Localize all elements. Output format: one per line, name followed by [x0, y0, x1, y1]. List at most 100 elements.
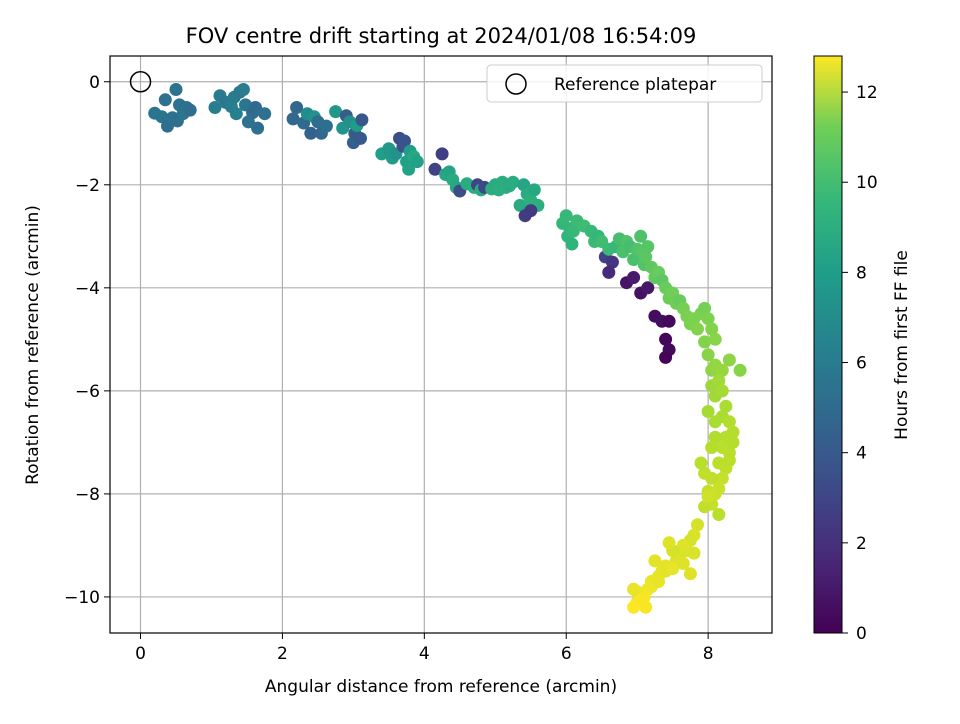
data-point: [726, 435, 740, 449]
data-point: [719, 399, 733, 413]
data-point: [208, 101, 222, 114]
data-point: [662, 536, 676, 550]
data-point: [712, 374, 726, 388]
y-axis-ticks: 0 −2 −4 −6 −8 −10: [64, 73, 110, 608]
data-point: [722, 415, 736, 429]
legend-box: [486, 64, 763, 103]
data-point: [398, 134, 411, 148]
y-tick-label: −4: [75, 279, 100, 299]
x-tick-label: 4: [419, 644, 430, 664]
data-point: [652, 575, 665, 588]
data-point: [708, 415, 722, 429]
data-point: [527, 183, 541, 197]
x-tick-label: 0: [135, 644, 146, 664]
data-point: [683, 567, 697, 581]
data-point: [183, 103, 197, 117]
data-point: [602, 265, 616, 279]
colorbar-tick-label: 2: [856, 534, 867, 554]
data-point: [524, 204, 538, 218]
data-point: [355, 113, 369, 127]
x-axis-label: Angular distance from reference (arcmin): [265, 677, 617, 697]
data-point: [169, 83, 183, 96]
data-point: [627, 253, 641, 266]
data-point: [698, 301, 712, 315]
data-point: [605, 255, 619, 269]
data-point: [435, 147, 449, 161]
data-point: [722, 453, 736, 467]
data-point: [691, 518, 704, 532]
data-point: [627, 582, 641, 596]
data-point: [694, 456, 708, 470]
y-tick-label: −10: [64, 588, 100, 608]
data-point: [648, 554, 662, 568]
data-point: [722, 353, 736, 367]
data-point: [641, 281, 655, 295]
data-point: [701, 348, 715, 362]
data-point: [565, 237, 579, 251]
colorbar-gradient: [813, 55, 843, 634]
data-point: [506, 175, 520, 189]
data-point: [698, 466, 712, 480]
data-point: [715, 384, 729, 398]
data-point: [229, 107, 243, 121]
data-point: [666, 562, 680, 576]
x-axis-ticks: 0 2 4 6 8: [135, 633, 714, 664]
data-point: [701, 405, 715, 418]
x-tick-label: 2: [277, 644, 288, 664]
plot-frame: [109, 55, 773, 634]
x-tick-label: 6: [561, 644, 572, 664]
reference-platepar-marker: [129, 71, 152, 93]
data-point: [410, 155, 424, 169]
data-point: [687, 546, 701, 560]
data-point: [701, 312, 715, 326]
y-axis-label: Rotation from reference (arcmin): [23, 205, 43, 485]
data-point: [258, 107, 272, 121]
data-point: [676, 538, 690, 552]
data-point: [701, 490, 715, 503]
legend-entry-reference: Reference platepar: [554, 75, 716, 95]
data-point: [733, 363, 747, 377]
data-point: [715, 471, 729, 485]
data-point: [329, 105, 343, 119]
colorbar-tick-label: 8: [856, 263, 867, 283]
reference-marker-layer: [129, 71, 152, 93]
data-point: [158, 93, 172, 107]
data-point: [304, 126, 318, 140]
data-point: [155, 110, 169, 124]
data-point: [715, 363, 729, 377]
y-tick-label: −6: [75, 382, 100, 402]
legend: Reference platepar: [486, 64, 763, 103]
chart-title: FOV centre drift starting at 2024/01/08 …: [186, 24, 697, 48]
data-point: [319, 119, 333, 133]
data-point: [354, 131, 367, 145]
data-point: [698, 335, 712, 349]
colorbar-label: Hours from first FF file: [892, 250, 912, 440]
data-point: [634, 229, 648, 243]
data-point: [627, 600, 641, 614]
x-tick-label: 8: [703, 644, 714, 664]
data-point: [659, 350, 673, 364]
colorbar-tick-label: 10: [856, 173, 878, 193]
data-point: [639, 250, 653, 264]
colorbar-tick-label: 6: [856, 354, 867, 374]
data-point: [662, 314, 676, 328]
data-point: [236, 83, 250, 96]
data-point: [513, 198, 527, 212]
colorbar-tick-label: 12: [856, 83, 878, 103]
data-point: [559, 209, 573, 223]
data-point: [712, 508, 726, 521]
data-point: [676, 557, 690, 570]
data-point: [708, 332, 722, 346]
y-tick-label: 0: [89, 73, 100, 93]
data-point: [566, 224, 580, 238]
colorbar-tick-label: 0: [856, 624, 867, 644]
colorbar-ticks: 0 2 4 6 8 10 12: [842, 83, 878, 644]
data-point: [705, 441, 719, 454]
data-point: [708, 430, 722, 444]
data-point: [691, 322, 704, 336]
data-point: [641, 240, 655, 254]
data-point: [698, 500, 712, 514]
data-point: [705, 322, 719, 336]
